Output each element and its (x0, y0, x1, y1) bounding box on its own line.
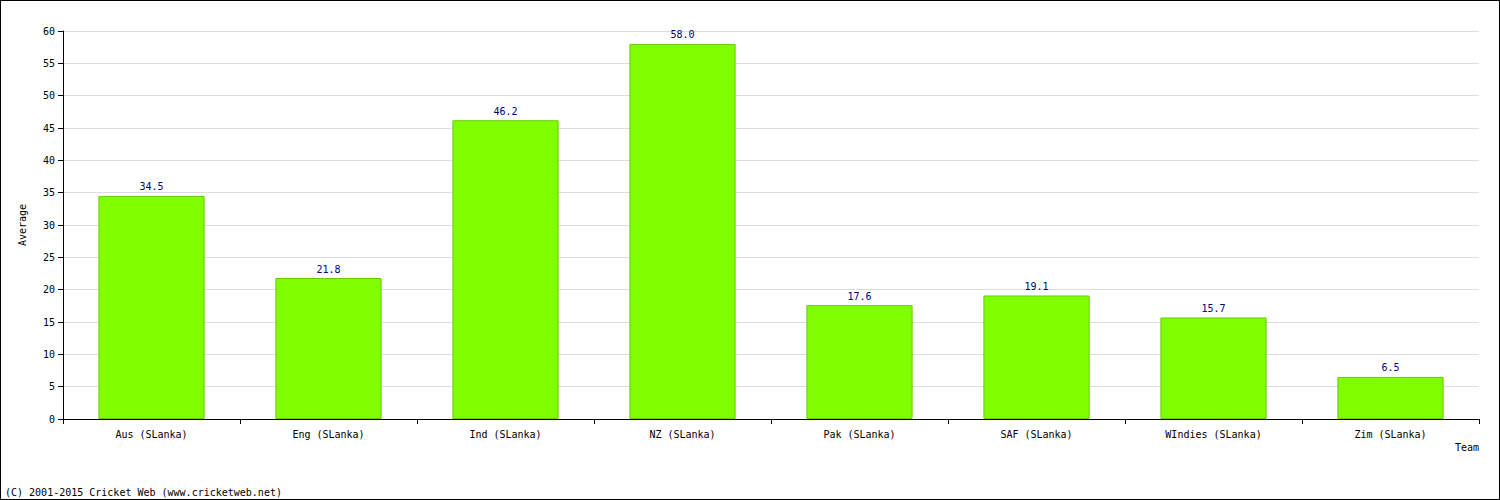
svg-text:6.5: 6.5 (1381, 362, 1399, 373)
svg-text:60: 60 (43, 26, 55, 37)
svg-text:45: 45 (43, 123, 55, 134)
svg-text:50: 50 (43, 90, 55, 101)
svg-text:15.7: 15.7 (1201, 303, 1225, 314)
svg-text:Aus (SLanka): Aus (SLanka) (115, 429, 187, 440)
svg-text:20: 20 (43, 284, 55, 295)
svg-text:19.1: 19.1 (1024, 281, 1048, 292)
svg-text:40: 40 (43, 155, 55, 166)
svg-text:46.2: 46.2 (493, 106, 517, 117)
svg-text:17.6: 17.6 (847, 291, 871, 302)
svg-text:35: 35 (43, 187, 55, 198)
svg-text:Pak (SLanka): Pak (SLanka) (823, 429, 895, 440)
svg-text:NZ (SLanka): NZ (SLanka) (649, 429, 715, 440)
svg-text:Ind (SLanka): Ind (SLanka) (469, 429, 541, 440)
svg-text:WIndies (SLanka): WIndies (SLanka) (1165, 429, 1261, 440)
svg-text:55: 55 (43, 58, 55, 69)
svg-text:(C) 2001-2015 Cricket Web (www: (C) 2001-2015 Cricket Web (www.cricketwe… (5, 487, 282, 498)
svg-text:21.8: 21.8 (316, 264, 340, 275)
svg-text:Eng (SLanka): Eng (SLanka) (292, 429, 364, 440)
svg-text:5: 5 (49, 381, 55, 392)
svg-text:15: 15 (43, 317, 55, 328)
svg-text:25: 25 (43, 252, 55, 263)
svg-text:10: 10 (43, 349, 55, 360)
svg-text:58.0: 58.0 (670, 29, 694, 40)
svg-text:Zim (SLanka): Zim (SLanka) (1354, 429, 1426, 440)
svg-text:0: 0 (49, 414, 55, 425)
svg-text:SAF (SLanka): SAF (SLanka) (1000, 429, 1072, 440)
svg-text:30: 30 (43, 220, 55, 231)
svg-text:Average: Average (17, 204, 28, 246)
svg-text:Team: Team (1455, 442, 1479, 453)
svg-text:34.5: 34.5 (139, 181, 163, 192)
